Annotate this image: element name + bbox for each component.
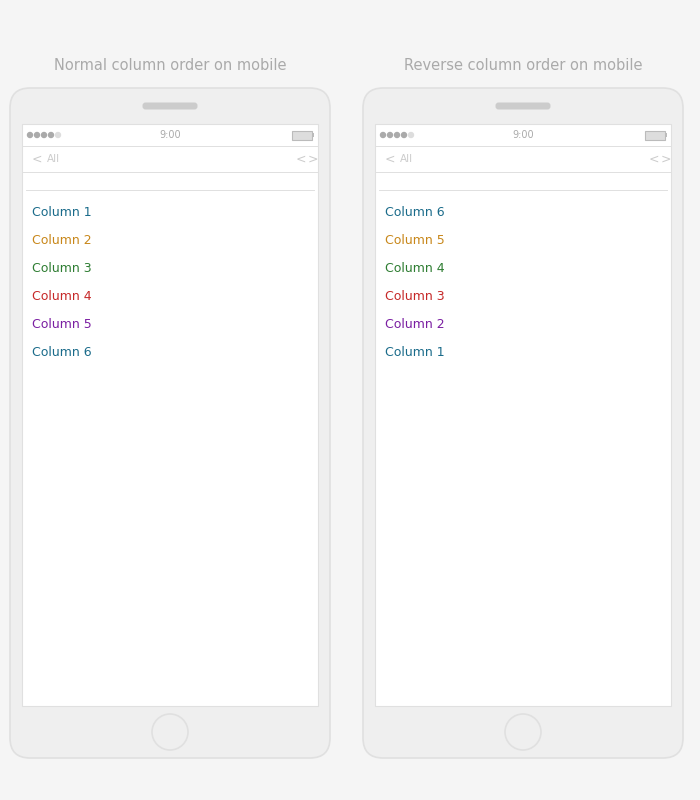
Text: Column 6: Column 6 xyxy=(32,346,92,358)
Text: 9:00: 9:00 xyxy=(512,130,534,140)
FancyBboxPatch shape xyxy=(375,124,671,706)
Text: All: All xyxy=(400,154,413,164)
Text: Column 2: Column 2 xyxy=(32,234,92,246)
Circle shape xyxy=(381,133,386,138)
Text: Column 6: Column 6 xyxy=(385,206,444,218)
FancyBboxPatch shape xyxy=(496,102,550,110)
Text: Column 1: Column 1 xyxy=(32,206,92,218)
Text: <: < xyxy=(649,153,659,166)
Text: Column 3: Column 3 xyxy=(32,262,92,274)
FancyBboxPatch shape xyxy=(645,130,665,139)
FancyBboxPatch shape xyxy=(312,133,314,137)
Text: Column 3: Column 3 xyxy=(385,290,444,302)
Text: <: < xyxy=(385,153,396,166)
FancyBboxPatch shape xyxy=(10,88,330,758)
Circle shape xyxy=(505,714,541,750)
Circle shape xyxy=(388,133,393,138)
Text: Reverse column order on mobile: Reverse column order on mobile xyxy=(404,58,643,74)
Text: <: < xyxy=(32,153,43,166)
Text: Column 4: Column 4 xyxy=(32,290,92,302)
Text: All: All xyxy=(47,154,60,164)
FancyBboxPatch shape xyxy=(22,124,318,706)
FancyBboxPatch shape xyxy=(292,130,312,139)
FancyBboxPatch shape xyxy=(363,88,683,758)
FancyBboxPatch shape xyxy=(143,102,197,110)
Text: 9:00: 9:00 xyxy=(159,130,181,140)
Text: Column 5: Column 5 xyxy=(32,318,92,330)
Circle shape xyxy=(41,133,46,138)
Text: Column 2: Column 2 xyxy=(385,318,444,330)
Text: >: > xyxy=(661,153,671,166)
Circle shape xyxy=(402,133,407,138)
Circle shape xyxy=(27,133,32,138)
Text: Column 5: Column 5 xyxy=(385,234,444,246)
FancyBboxPatch shape xyxy=(665,133,667,137)
Text: Normal column order on mobile: Normal column order on mobile xyxy=(54,58,286,74)
Circle shape xyxy=(55,133,60,138)
Circle shape xyxy=(48,133,53,138)
Text: >: > xyxy=(308,153,318,166)
Circle shape xyxy=(395,133,400,138)
Text: <: < xyxy=(296,153,307,166)
Text: Column 4: Column 4 xyxy=(385,262,444,274)
Circle shape xyxy=(152,714,188,750)
Circle shape xyxy=(409,133,414,138)
Text: Column 1: Column 1 xyxy=(385,346,444,358)
Circle shape xyxy=(34,133,39,138)
